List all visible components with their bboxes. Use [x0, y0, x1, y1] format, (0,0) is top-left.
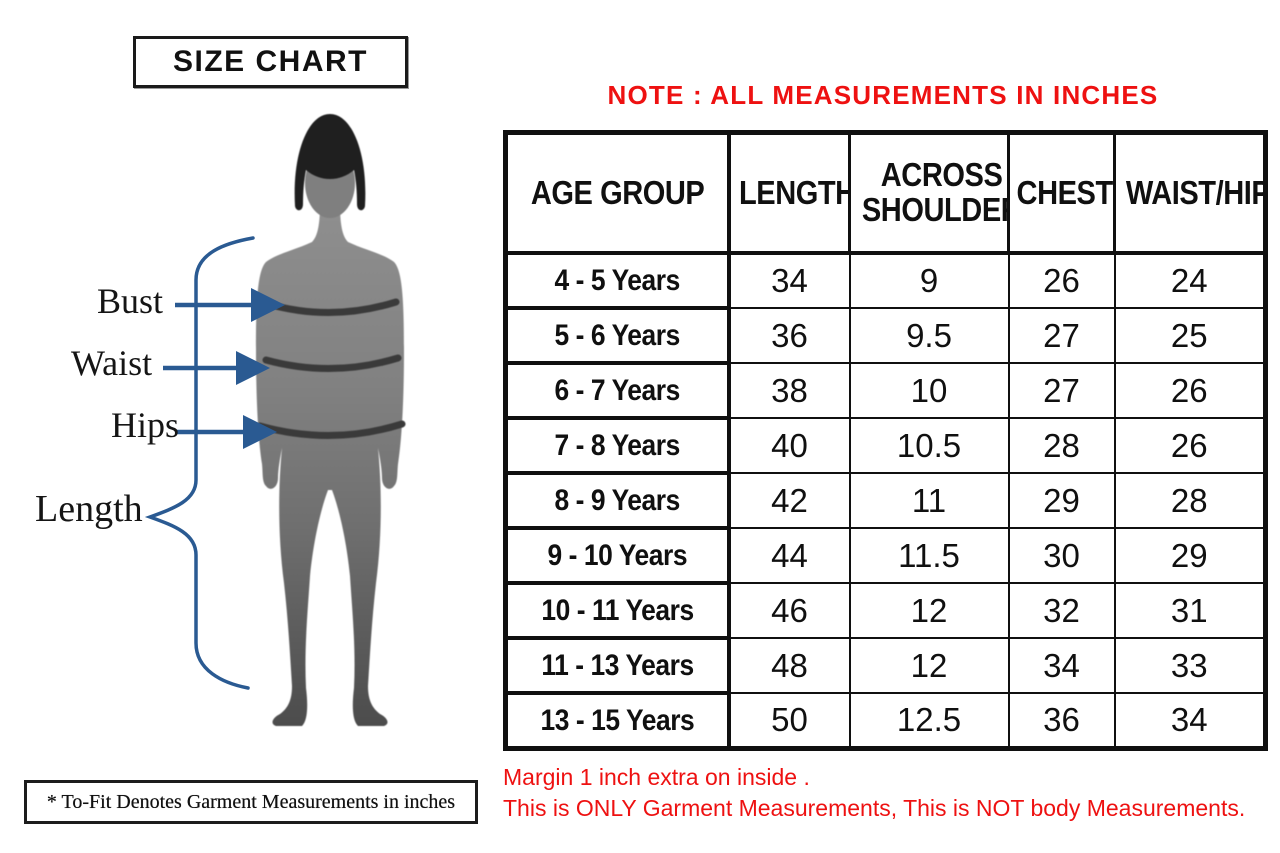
- value-cell: 29: [1007, 472, 1116, 529]
- value-cell: 24: [1113, 252, 1267, 309]
- value-cell: 46: [727, 582, 851, 639]
- value-cell: 34: [1007, 637, 1116, 694]
- age-group-cell: 11 - 13 Years: [503, 636, 731, 695]
- child-silhouette-figure: [256, 114, 406, 726]
- to-fit-footnote-text: * To-Fit Denotes Garment Measurements in…: [46, 790, 456, 813]
- value-cell: 32: [1007, 582, 1116, 639]
- value-cell: 26: [1007, 252, 1116, 309]
- size-chart-title: SIZE CHART: [173, 45, 368, 78]
- silhouette-hair: [294, 114, 366, 211]
- body-measurement-note: This is ONLY Garment Measurements, This …: [503, 795, 1246, 821]
- age-group-cell: 5 - 6 Years: [503, 306, 731, 365]
- size-chart-title-box: SIZE CHART: [133, 36, 408, 88]
- age-group-cell: 7 - 8 Years: [503, 416, 731, 475]
- table-row: 8 - 9 Years 42 11 29 28: [503, 471, 1267, 530]
- table-row: 7 - 8 Years 40 10.5 28 26: [503, 416, 1267, 475]
- value-cell: 28: [1007, 417, 1116, 474]
- table-row: 11 - 13 Years 48 12 34 33: [503, 636, 1267, 695]
- red-footer-notes: Margin 1 inch extra on inside . This is …: [503, 762, 1278, 824]
- waist-arrow-icon: [163, 351, 270, 385]
- value-cell: 10: [848, 362, 1010, 419]
- value-cell: 11.5: [848, 527, 1010, 584]
- length-label: Length: [35, 488, 143, 530]
- silhouette-body: [256, 204, 404, 726]
- measurements-note-heading: NOTE : ALL MEASUREMENTS IN INCHES: [607, 80, 1159, 110]
- column-header: CHEST: [1007, 131, 1116, 255]
- to-fit-footnote-box: * To-Fit Denotes Garment Measurements in…: [24, 780, 478, 824]
- age-group-cell: 13 - 15 Years: [503, 691, 731, 751]
- bust-arrow-icon: [175, 288, 285, 322]
- table-row: 5 - 6 Years 36 9.5 27 25: [503, 306, 1267, 365]
- table-row: 4 - 5 Years 34 9 26 24: [503, 251, 1267, 310]
- age-group-cell: 6 - 7 Years: [503, 361, 731, 420]
- value-cell: 30: [1007, 527, 1116, 584]
- value-cell: 33: [1113, 637, 1267, 694]
- value-cell: 12: [848, 637, 1010, 694]
- value-cell: 28: [1113, 472, 1267, 529]
- age-group-cell: 10 - 11 Years: [503, 581, 731, 640]
- length-brace: [144, 236, 255, 690]
- value-cell: 42: [727, 472, 851, 529]
- size-table: AGE GROUP LENGTH ACROSS SHOULDER CHEST WAIST…: [503, 130, 1268, 751]
- value-cell: 27: [1007, 307, 1116, 364]
- value-cell: 26: [1113, 417, 1267, 474]
- column-header: WAIST/HIP: [1113, 131, 1267, 255]
- value-cell: 25: [1113, 307, 1267, 364]
- table-row: 10 - 11 Years 46 12 32 31: [503, 581, 1267, 640]
- column-header: ACROSS SHOULDER: [848, 131, 1010, 255]
- margin-note: Margin 1 inch extra on inside .: [503, 764, 810, 790]
- hips-arrow-icon: [177, 415, 277, 449]
- value-cell: 44: [727, 527, 851, 584]
- value-cell: 27: [1007, 362, 1116, 419]
- age-group-cell: 8 - 9 Years: [503, 471, 731, 530]
- value-cell: 36: [727, 307, 851, 364]
- hips-label: Hips: [111, 405, 180, 445]
- age-group-cell: 9 - 10 Years: [503, 526, 731, 585]
- value-cell: 9.5: [848, 307, 1010, 364]
- measurement-annotations: [144, 236, 285, 690]
- table-header-row: AGE GROUP LENGTH ACROSS SHOULDER CHEST WAIST…: [503, 130, 1267, 255]
- value-cell: 34: [727, 252, 851, 309]
- column-header: AGE GROUP: [503, 130, 731, 255]
- value-cell: 34: [1113, 692, 1267, 750]
- value-cell: 11: [848, 472, 1010, 529]
- table-row: 9 - 10 Years 44 11.5 30 29: [503, 526, 1267, 585]
- bust-band: [264, 298, 400, 316]
- waist-band: [262, 354, 402, 372]
- value-cell: 36: [1007, 692, 1116, 750]
- waist-label: Waist: [71, 343, 153, 383]
- column-header: LENGTH: [727, 131, 851, 255]
- bust-label: Bust: [97, 281, 164, 321]
- value-cell: 12.5: [848, 692, 1010, 750]
- table-row: 13 - 15 Years 50 12.5 36 34: [503, 691, 1267, 751]
- value-cell: 38: [727, 362, 851, 419]
- age-group-cell: 4 - 5 Years: [503, 251, 731, 310]
- value-cell: 50: [727, 692, 851, 750]
- hips-band: [256, 420, 406, 440]
- value-cell: 26: [1113, 362, 1267, 419]
- table-body: 4 - 5 Years 34 9 26 24 5 - 6 Years 36 9.5 27 25 6 …: [503, 251, 1267, 751]
- value-cell: 10.5: [848, 417, 1010, 474]
- value-cell: 40: [727, 417, 851, 474]
- value-cell: 9: [848, 252, 1010, 309]
- value-cell: 12: [848, 582, 1010, 639]
- value-cell: 48: [727, 637, 851, 694]
- table-row: 6 - 7 Years 38 10 27 26: [503, 361, 1267, 420]
- value-cell: 31: [1113, 582, 1267, 639]
- value-cell: 29: [1113, 527, 1267, 584]
